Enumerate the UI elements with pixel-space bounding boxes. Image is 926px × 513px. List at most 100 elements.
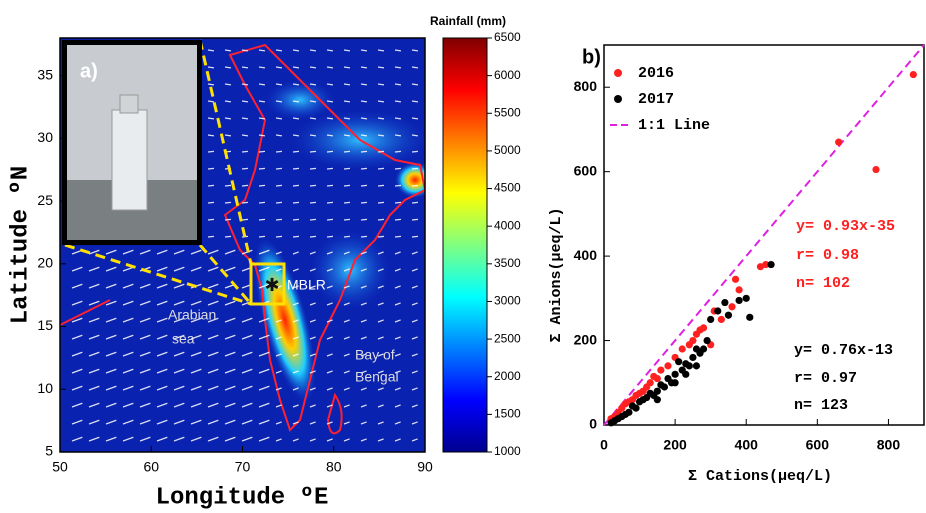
wind-arrow — [377, 235, 385, 238]
wind-arrow — [275, 66, 283, 69]
wind-arrow — [292, 251, 299, 255]
wind-arrow — [190, 266, 202, 272]
data-point — [678, 345, 686, 353]
wind-arrow — [394, 353, 401, 357]
x-tick-label: 600 — [806, 437, 830, 453]
wind-arrow — [88, 266, 100, 272]
wind-arrow — [411, 184, 419, 187]
colorbar-tick-label: 6500 — [494, 30, 521, 44]
wind-arrow — [122, 385, 134, 391]
wind-arrow — [275, 235, 283, 238]
legend-marker — [614, 69, 622, 77]
wind-arrow — [241, 134, 249, 137]
wind-arrow — [122, 402, 134, 408]
wind-arrow — [241, 201, 249, 204]
wind-arrow — [309, 66, 317, 69]
wind-arrow — [326, 302, 333, 306]
wind-arrow — [309, 150, 317, 153]
y-tick-label: 5 — [45, 443, 53, 459]
wind-arrow — [377, 370, 384, 374]
wind-arrow — [411, 285, 418, 289]
wind-arrow — [292, 201, 300, 204]
wind-arrow — [377, 438, 384, 442]
wind-arrow — [360, 421, 367, 425]
wind-arrow — [309, 167, 317, 170]
wind-arrow — [377, 134, 385, 137]
panel-label: b) — [582, 46, 601, 68]
x-tick-label: 80 — [326, 459, 342, 475]
wind-arrow — [122, 249, 134, 255]
wind-arrow — [88, 300, 100, 306]
wind-arrow — [411, 302, 418, 306]
wind-arrow — [275, 421, 282, 425]
scatter-panel: 0 200 400 600 800 0 200 400 600 800 2016 2017 1:1 Li… — [548, 44, 925, 485]
wind-arrow — [224, 334, 236, 340]
wind-arrow — [326, 285, 333, 289]
wind-arrow — [139, 436, 151, 442]
wind-arrow — [326, 370, 333, 374]
wind-arrow — [377, 100, 385, 103]
wind-arrow — [411, 134, 419, 137]
wind-arrow — [292, 302, 299, 306]
wind-arrow — [309, 184, 317, 187]
wind-arrow — [173, 300, 185, 306]
wind-arrow — [360, 336, 367, 340]
wind-arrow — [309, 421, 316, 425]
wind-arrow — [411, 167, 419, 170]
wind-arrow — [411, 218, 419, 221]
wind-arrow — [156, 334, 168, 340]
annotation: sea — [172, 331, 195, 347]
legend-label: 2016 — [638, 65, 674, 82]
wind-arrow — [207, 83, 215, 86]
wind-arrow — [360, 49, 368, 52]
wind-arrow — [326, 438, 333, 442]
wind-arrow — [326, 336, 333, 340]
wind-arrow — [88, 419, 100, 425]
wind-arrow — [122, 351, 134, 357]
wind-arrow — [394, 49, 402, 52]
data-point — [657, 366, 665, 374]
data-point — [699, 324, 708, 332]
wind-arrow — [360, 100, 368, 103]
data-point — [646, 379, 654, 387]
wind-arrow — [275, 134, 283, 137]
rain-region — [290, 110, 425, 170]
wind-arrow — [326, 83, 334, 86]
wind-arrow — [343, 370, 350, 374]
wind-arrow — [207, 249, 219, 255]
wind-arrow — [258, 167, 266, 170]
wind-arrow — [241, 66, 249, 69]
annotation: MBLR — [287, 277, 326, 293]
data-point — [692, 330, 701, 338]
wind-arrow — [105, 317, 117, 323]
wind-arrow — [156, 351, 168, 357]
colorbar — [442, 37, 488, 453]
wind-arrow — [309, 117, 317, 120]
y-tick-label: 20 — [37, 255, 53, 271]
wind-arrow — [377, 302, 384, 306]
wind-arrow — [156, 402, 168, 408]
colorbar-tick-label: 5500 — [494, 105, 521, 119]
wind-arrow — [411, 268, 418, 272]
wind-arrow — [190, 385, 202, 391]
wind-arrow — [309, 285, 316, 289]
y-tick-label: 10 — [37, 380, 53, 396]
wind-arrow — [224, 66, 232, 69]
data-point — [696, 349, 704, 357]
wind-arrow — [343, 421, 350, 425]
wind-arrow — [207, 100, 215, 103]
wind-arrow — [207, 300, 219, 306]
wind-arrow — [207, 235, 215, 238]
wind-arrow — [411, 235, 419, 238]
rain-region — [254, 237, 316, 403]
wind-arrow — [173, 402, 185, 408]
wind-arrow — [139, 368, 151, 374]
wind-arrow — [173, 351, 185, 357]
data-point — [682, 370, 690, 378]
wind-arrow — [377, 421, 384, 425]
y-tick-label: 30 — [37, 129, 53, 145]
wind-arrow — [190, 317, 202, 323]
wind-arrow — [394, 387, 401, 391]
wind-arrow — [326, 134, 334, 137]
x-tick-label: 60 — [143, 459, 159, 475]
